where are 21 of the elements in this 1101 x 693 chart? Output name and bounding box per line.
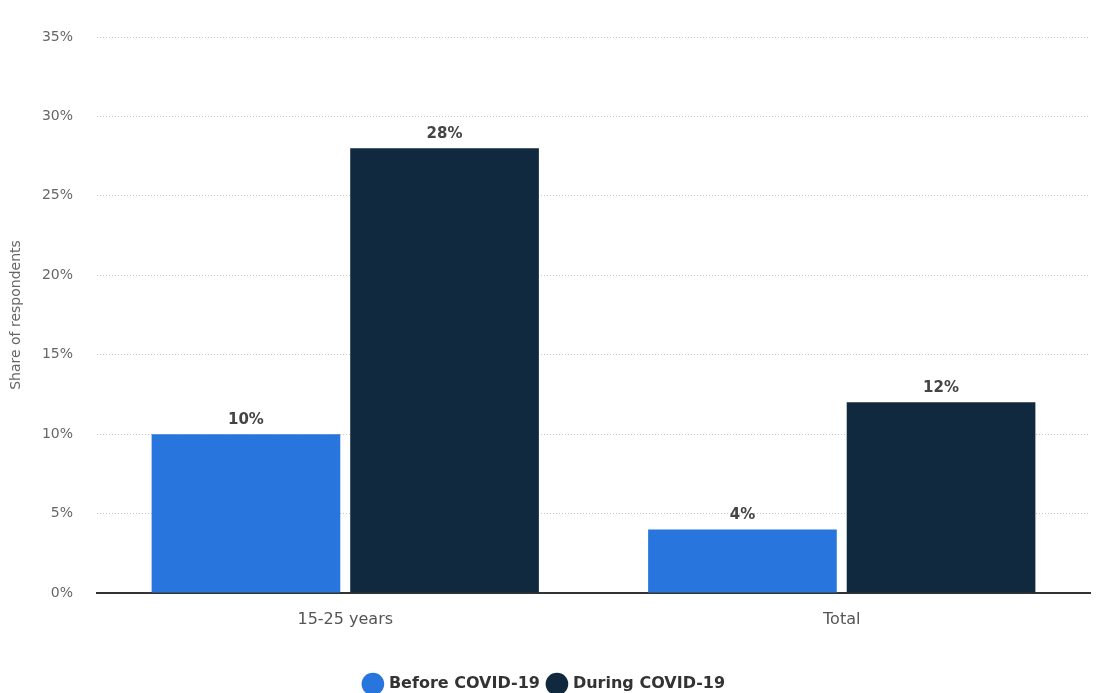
y-tick-label: 30% <box>41 107 73 124</box>
y-tick-label: 5% <box>50 504 73 521</box>
data-label: 12% <box>923 377 959 396</box>
y-tick-label: 0% <box>50 583 73 600</box>
bar <box>846 402 1036 593</box>
data-label: 4% <box>729 504 756 523</box>
y-tick-label: 10% <box>41 424 73 441</box>
y-axis-title: Share of respondents <box>7 240 24 390</box>
x-tick-label: 15-25 years <box>297 608 394 628</box>
legend-label: Before COVID-19 <box>388 673 540 693</box>
legend-label: During COVID-19 <box>572 673 726 693</box>
bar <box>648 529 837 593</box>
data-label: 10% <box>228 409 264 428</box>
x-tick-label: Total <box>822 608 861 628</box>
y-tick-label: 25% <box>41 186 73 203</box>
y-tick-label: 35% <box>41 27 73 44</box>
y-tick-label: 15% <box>41 345 73 362</box>
data-label: 28% <box>426 123 463 142</box>
bar <box>350 148 539 593</box>
y-tick-label: 20% <box>41 265 73 282</box>
bar <box>151 434 341 593</box>
